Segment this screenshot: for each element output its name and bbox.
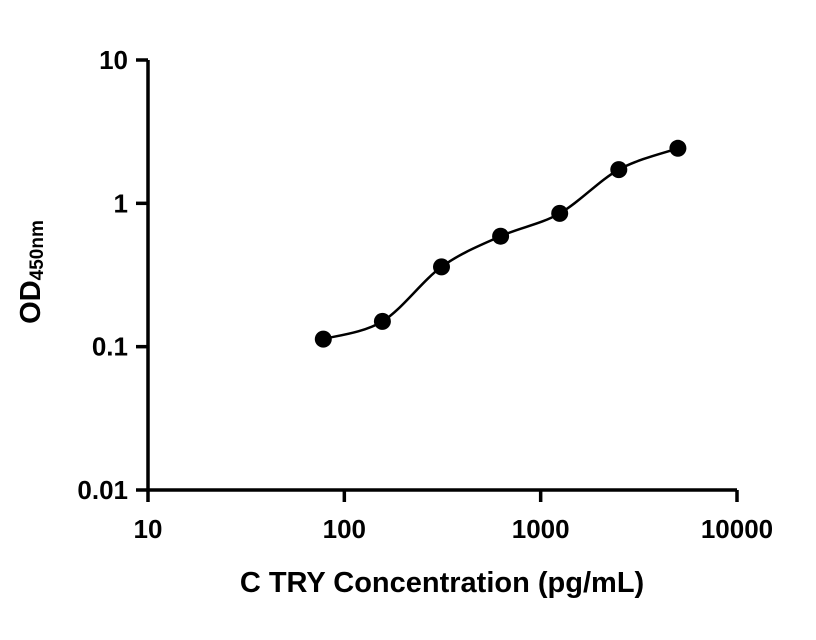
x-tick-label: 10000: [701, 514, 773, 544]
y-axis-title: OD450nm: [15, 220, 48, 324]
data-point: [492, 227, 510, 245]
x-tick-label: 10: [134, 514, 163, 544]
data-point: [551, 204, 569, 222]
y-tick-label: 1: [114, 188, 128, 218]
x-tick-label: 100: [323, 514, 366, 544]
data-point: [610, 161, 628, 179]
x-tick-label: 1000: [512, 514, 570, 544]
plot-area: 10 100 1000 10000 0.01 0.1 1 10: [77, 45, 773, 544]
y-axis-title-main: OD: [15, 280, 47, 324]
data-point: [373, 312, 391, 330]
data-point: [314, 330, 332, 348]
y-tick-label: 10: [99, 45, 128, 75]
y-axis-title-sub: 450nm: [27, 220, 48, 280]
y-tick-label: 0.01: [77, 475, 128, 505]
y-tick-label: 0.1: [92, 332, 128, 362]
data-point: [433, 258, 450, 276]
x-axis-title: C TRY Concentration (pg/mL): [240, 567, 644, 599]
data-point: [669, 139, 687, 157]
